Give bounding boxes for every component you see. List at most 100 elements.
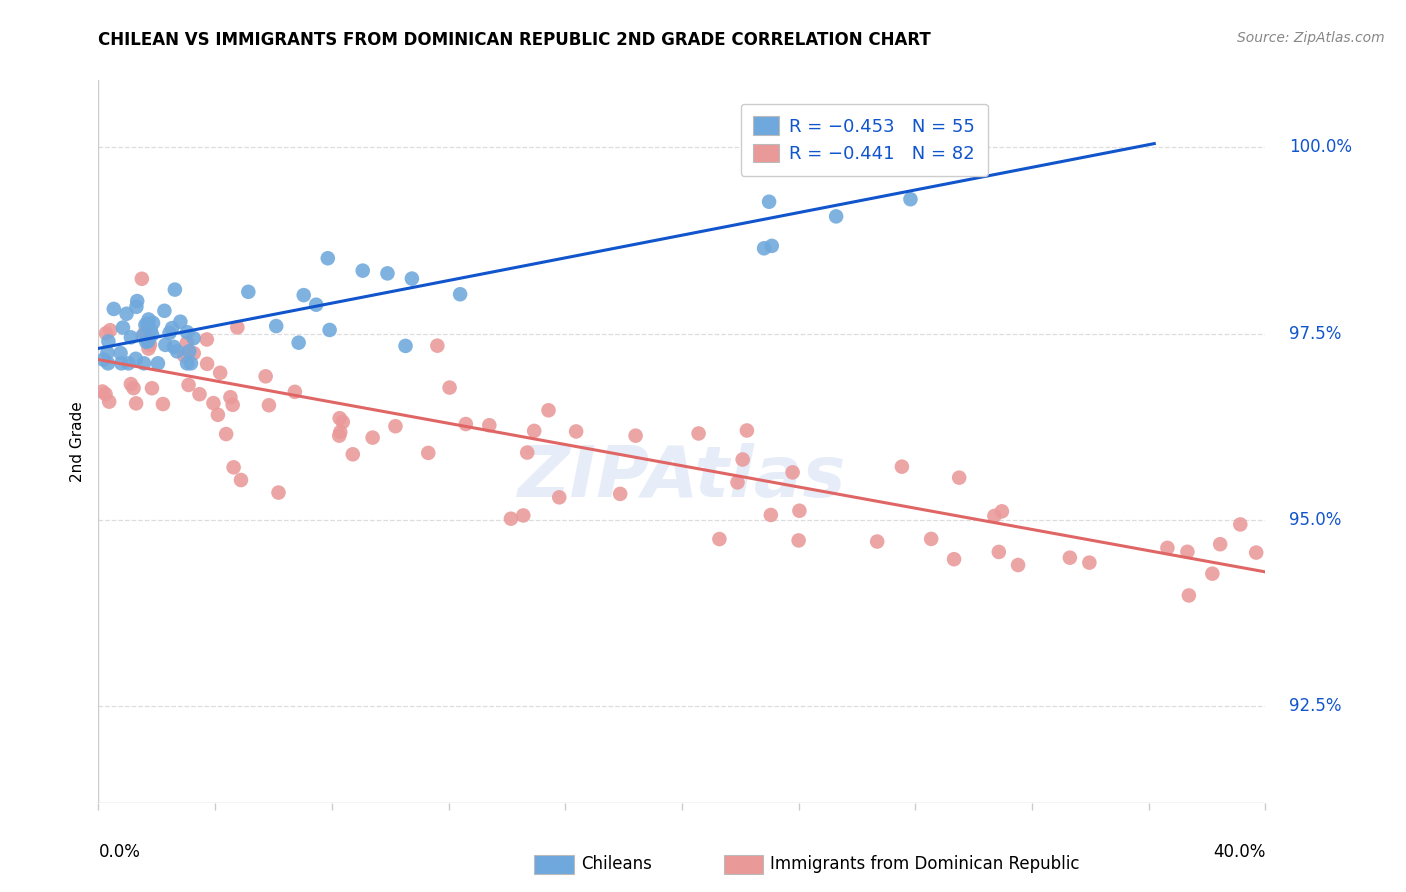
Point: [787, 533, 810, 548]
Point: [287, 335, 309, 350]
Point: [169, 315, 191, 329]
Point: [478, 418, 501, 433]
Point: [195, 333, 218, 347]
Legend: R = −0.453   N = 55, R = −0.441   N = 82: R = −0.453 N = 55, R = −0.441 N = 82: [741, 103, 988, 176]
Point: [120, 330, 142, 344]
Point: [122, 381, 145, 395]
Point: [207, 408, 229, 422]
Point: [394, 339, 416, 353]
Point: [226, 320, 249, 334]
Point: [454, 417, 477, 431]
Point: [759, 508, 782, 522]
Point: [125, 300, 148, 314]
Point: [426, 339, 449, 353]
Point: [179, 344, 201, 359]
Point: [229, 473, 252, 487]
Point: [943, 552, 966, 566]
Point: [267, 485, 290, 500]
Point: [516, 445, 538, 459]
Point: [384, 419, 406, 434]
Point: [1059, 550, 1081, 565]
Text: ZIPAtlas: ZIPAtlas: [517, 443, 846, 512]
Point: [332, 415, 354, 429]
Point: [329, 411, 352, 425]
Point: [983, 508, 1005, 523]
Point: [131, 272, 153, 286]
Point: [176, 335, 198, 350]
Point: [125, 351, 148, 366]
Point: [177, 378, 200, 392]
Point: [131, 329, 153, 343]
Text: Chileans: Chileans: [581, 855, 651, 873]
Point: [110, 346, 132, 360]
Point: [141, 327, 163, 342]
Point: [117, 356, 139, 370]
Point: [160, 321, 183, 335]
Point: [1007, 558, 1029, 572]
Point: [318, 323, 340, 337]
Point: [91, 384, 114, 399]
Point: [1078, 556, 1101, 570]
Point: [1244, 545, 1267, 559]
Point: [96, 345, 118, 359]
Point: [142, 316, 165, 330]
Text: 100.0%: 100.0%: [1289, 138, 1351, 156]
Point: [352, 263, 374, 277]
Point: [920, 532, 942, 546]
Text: Source: ZipAtlas.com: Source: ZipAtlas.com: [1237, 31, 1385, 45]
Point: [202, 396, 225, 410]
Point: [449, 287, 471, 301]
Point: [176, 356, 198, 370]
Point: [222, 460, 245, 475]
Point: [401, 271, 423, 285]
Point: [991, 504, 1014, 518]
Point: [254, 369, 277, 384]
Point: [97, 334, 120, 349]
Point: [180, 356, 202, 370]
Point: [866, 534, 889, 549]
Point: [329, 425, 352, 439]
Point: [709, 532, 731, 546]
Point: [418, 446, 440, 460]
Point: [688, 426, 710, 441]
Point: [1156, 541, 1178, 555]
Point: [163, 283, 186, 297]
Point: [139, 323, 162, 337]
Point: [136, 317, 159, 331]
Point: [900, 192, 922, 206]
Point: [1201, 566, 1223, 581]
Point: [761, 239, 783, 253]
Point: [328, 428, 350, 442]
Point: [209, 366, 232, 380]
Point: [219, 390, 242, 404]
Point: [94, 326, 117, 341]
Point: [176, 326, 198, 340]
Point: [890, 459, 912, 474]
Point: [132, 356, 155, 370]
Point: [1229, 517, 1251, 532]
Point: [548, 491, 571, 505]
Point: [127, 294, 149, 309]
Point: [159, 326, 181, 340]
Point: [735, 424, 758, 438]
Point: [609, 487, 631, 501]
Point: [499, 511, 522, 525]
Point: [134, 326, 156, 340]
Point: [292, 288, 315, 302]
Point: [1177, 545, 1199, 559]
Text: 40.0%: 40.0%: [1213, 843, 1265, 861]
Point: [987, 545, 1010, 559]
Point: [624, 428, 647, 442]
Point: [183, 331, 205, 345]
Point: [94, 387, 117, 401]
Point: [188, 387, 211, 401]
Point: [135, 334, 157, 349]
Point: [166, 344, 188, 359]
Point: [138, 342, 160, 356]
Point: [215, 427, 238, 442]
Point: [825, 210, 848, 224]
Point: [758, 194, 780, 209]
Point: [361, 431, 384, 445]
Point: [93, 352, 115, 367]
Point: [512, 508, 534, 523]
